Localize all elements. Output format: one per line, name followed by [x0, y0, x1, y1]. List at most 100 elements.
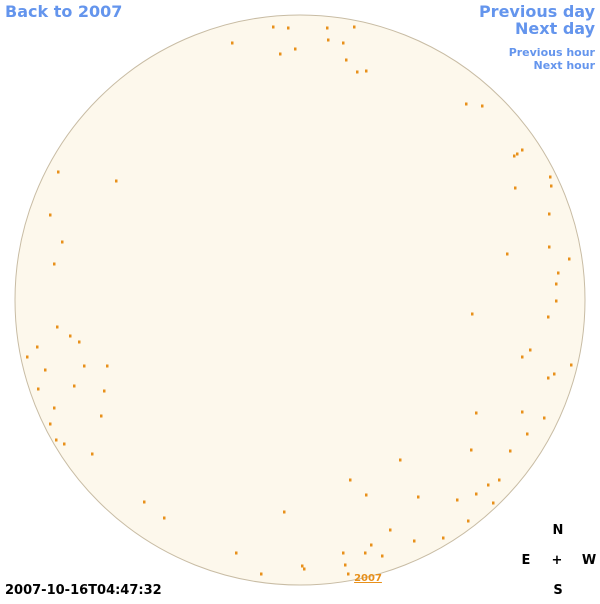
- object-mark: [344, 563, 347, 567]
- object-mark: [365, 493, 368, 497]
- object-mark: [294, 47, 297, 51]
- object-mark: [356, 70, 359, 74]
- object-mark: [553, 372, 556, 376]
- object-mark: [555, 299, 558, 303]
- object-mark: [381, 554, 384, 558]
- object-mark: [91, 452, 94, 456]
- object-mark: [57, 170, 60, 174]
- object-mark: [326, 26, 329, 30]
- previous-hour-link[interactable]: Previous hour: [509, 46, 596, 59]
- object-mark: [78, 340, 81, 344]
- object-mark: [370, 543, 373, 547]
- object-mark: [103, 389, 106, 393]
- object-mark: [163, 516, 166, 520]
- object-mark: [49, 422, 52, 426]
- object-mark: [53, 406, 56, 410]
- object-mark: [73, 384, 76, 388]
- object-mark: [475, 492, 478, 496]
- object-mark: [106, 364, 109, 368]
- object-mark: [231, 41, 234, 45]
- object-mark: [389, 528, 392, 532]
- object-marks: [26, 25, 573, 576]
- object-mark: [481, 104, 484, 108]
- object-mark: [283, 510, 286, 514]
- compass-south: S: [553, 583, 562, 598]
- compass-center: +: [552, 553, 563, 568]
- object-mark: [69, 334, 72, 338]
- object-mark: [260, 572, 263, 576]
- previous-day-link[interactable]: Previous day: [479, 2, 596, 21]
- object-mark: [353, 25, 356, 29]
- object-mark: [83, 364, 86, 368]
- object-mark: [570, 363, 573, 367]
- object-mark: [345, 58, 348, 62]
- object-mark: [364, 551, 367, 555]
- object-mark: [516, 152, 519, 156]
- object-mark: [399, 458, 402, 462]
- compass-north: N: [553, 523, 564, 538]
- back-link[interactable]: Back to 2007: [5, 2, 122, 21]
- object-mark: [26, 355, 29, 359]
- object-mark: [143, 500, 146, 504]
- compass-east: E: [522, 553, 531, 568]
- object-mark: [327, 38, 330, 42]
- object-mark: [521, 355, 524, 359]
- object-mark: [487, 483, 490, 487]
- object-mark: [467, 519, 470, 523]
- object-mark: [550, 184, 553, 188]
- object-mark: [526, 432, 529, 436]
- next-day-link[interactable]: Next day: [515, 19, 596, 38]
- object-mark: [417, 495, 420, 499]
- object-mark: [53, 262, 56, 266]
- object-mark: [347, 572, 350, 576]
- object-mark: [521, 410, 524, 414]
- object-mark: [349, 478, 352, 482]
- object-mark: [549, 175, 552, 179]
- object-mark: [547, 376, 550, 380]
- object-mark: [470, 448, 473, 452]
- object-mark: [55, 438, 58, 442]
- object-mark: [63, 442, 66, 446]
- object-mark: [557, 271, 560, 275]
- object-mark: [548, 245, 551, 249]
- object-mark: [235, 551, 238, 555]
- object-mark: [513, 154, 516, 158]
- object-mark: [547, 315, 550, 319]
- object-mark: [413, 539, 416, 543]
- object-mark: [543, 416, 546, 420]
- next-hour-link[interactable]: Next hour: [534, 59, 596, 72]
- object-mark: [37, 387, 40, 391]
- object-mark: [301, 564, 304, 568]
- sky-disk: [14, 14, 586, 586]
- object-mark: [36, 345, 39, 349]
- object-mark: [342, 551, 345, 555]
- object-mark: [568, 257, 571, 261]
- object-mark: [548, 212, 551, 216]
- map-label[interactable]: 2007: [354, 573, 382, 584]
- object-mark: [456, 498, 459, 502]
- object-mark: [342, 41, 345, 45]
- object-mark: [475, 411, 478, 415]
- object-mark: [365, 69, 368, 73]
- object-mark: [506, 252, 509, 256]
- object-mark: [303, 567, 306, 571]
- object-mark: [492, 501, 495, 505]
- object-mark: [44, 368, 47, 372]
- object-mark: [521, 148, 524, 152]
- object-mark: [498, 478, 501, 482]
- object-mark: [471, 312, 474, 316]
- object-mark: [56, 325, 59, 329]
- object-mark: [514, 186, 517, 190]
- compass-west: W: [582, 553, 596, 568]
- object-mark: [100, 414, 103, 418]
- object-mark: [509, 449, 512, 453]
- timestamp: 2007-10-16T04:47:32: [5, 583, 162, 598]
- object-mark: [465, 102, 468, 106]
- object-mark: [49, 213, 52, 217]
- object-mark: [555, 282, 558, 286]
- object-mark: [529, 348, 532, 352]
- object-mark: [442, 536, 445, 540]
- object-mark: [272, 25, 275, 29]
- object-mark: [287, 26, 290, 30]
